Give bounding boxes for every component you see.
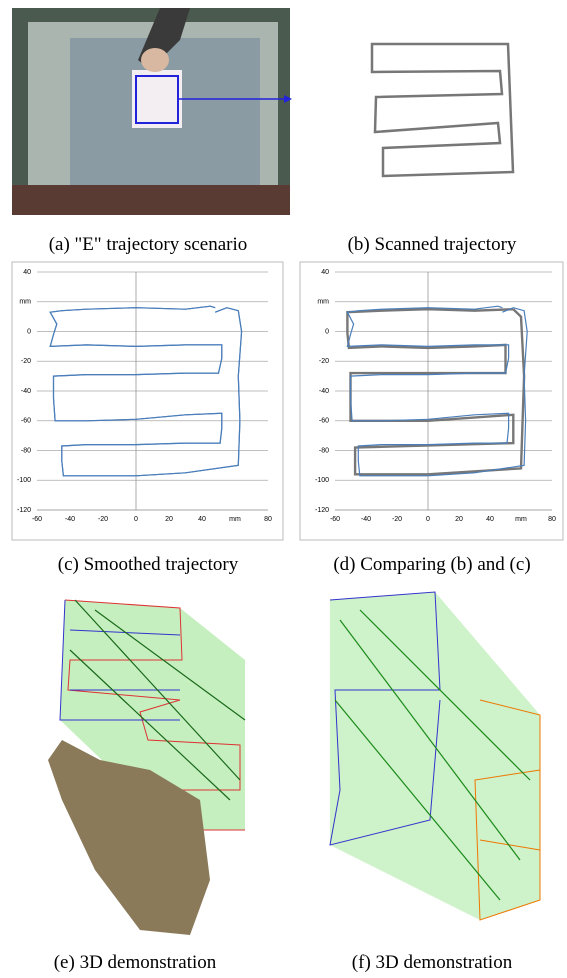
- y-tick-label: -100: [17, 477, 31, 484]
- y-tick-label: -80: [319, 447, 329, 454]
- y-tick-label: -20: [21, 358, 31, 365]
- caption: (a) "E" trajectory scenario: [49, 234, 248, 255]
- chart-frame: [12, 262, 283, 540]
- photo-scenario: [12, 8, 292, 215]
- y-tick-label: -100: [315, 477, 329, 484]
- y-tick-label: mm: [317, 299, 329, 306]
- y-tick-label: 0: [27, 328, 31, 335]
- y-tick-label: -120: [315, 507, 329, 514]
- x-tick-label: 40: [198, 516, 206, 523]
- page: (a) "E" trajectory scenario (b) Scanned …: [0, 0, 567, 978]
- figure: (a) "E" trajectory scenario (b) Scanned …: [0, 0, 567, 978]
- caption: (b) Scanned trajectory: [348, 234, 517, 255]
- caption: (c) Smoothed trajectory: [58, 554, 239, 575]
- x-tick-label: 20: [165, 516, 173, 523]
- x-tick-label: 80: [548, 516, 556, 523]
- x-tick-label: -20: [392, 516, 402, 523]
- y-tick-label: -80: [21, 447, 31, 454]
- x-tick-label: -60: [330, 516, 340, 523]
- x-tick-label: mm: [515, 516, 527, 523]
- y-tick-label: -40: [21, 388, 31, 395]
- x-tick-label: 20: [455, 516, 463, 523]
- caption: (f) 3D demonstration: [352, 952, 513, 973]
- x-tick-label: 0: [426, 516, 430, 523]
- y-tick-label: -40: [319, 388, 329, 395]
- y-tick-label: -20: [319, 358, 329, 365]
- y-tick-label: 0: [325, 328, 329, 335]
- scanned-trajectory: [372, 44, 513, 176]
- y-tick-label: 40: [321, 269, 329, 276]
- caption: (d) Comparing (b) and (c): [333, 554, 530, 575]
- x-tick-label: mm: [229, 516, 241, 523]
- x-tick-label: -40: [361, 516, 371, 523]
- x-tick-label: 40: [486, 516, 494, 523]
- x-tick-label: -60: [32, 516, 42, 523]
- x-tick-label: -40: [65, 516, 75, 523]
- caption: (e) 3D demonstration: [54, 952, 217, 973]
- y-tick-label: 40: [23, 269, 31, 276]
- x-tick-label: 0: [134, 516, 138, 523]
- y-tick-label: mm: [19, 299, 31, 306]
- render-3d-f: [330, 592, 540, 920]
- y-tick-label: -120: [17, 507, 31, 514]
- trajectory-line: [347, 309, 524, 474]
- y-tick-label: -60: [319, 418, 329, 425]
- y-tick-label: -60: [21, 418, 31, 425]
- x-tick-label: 80: [264, 516, 272, 523]
- render-3d-e: [48, 600, 245, 935]
- x-tick-label: -20: [98, 516, 108, 523]
